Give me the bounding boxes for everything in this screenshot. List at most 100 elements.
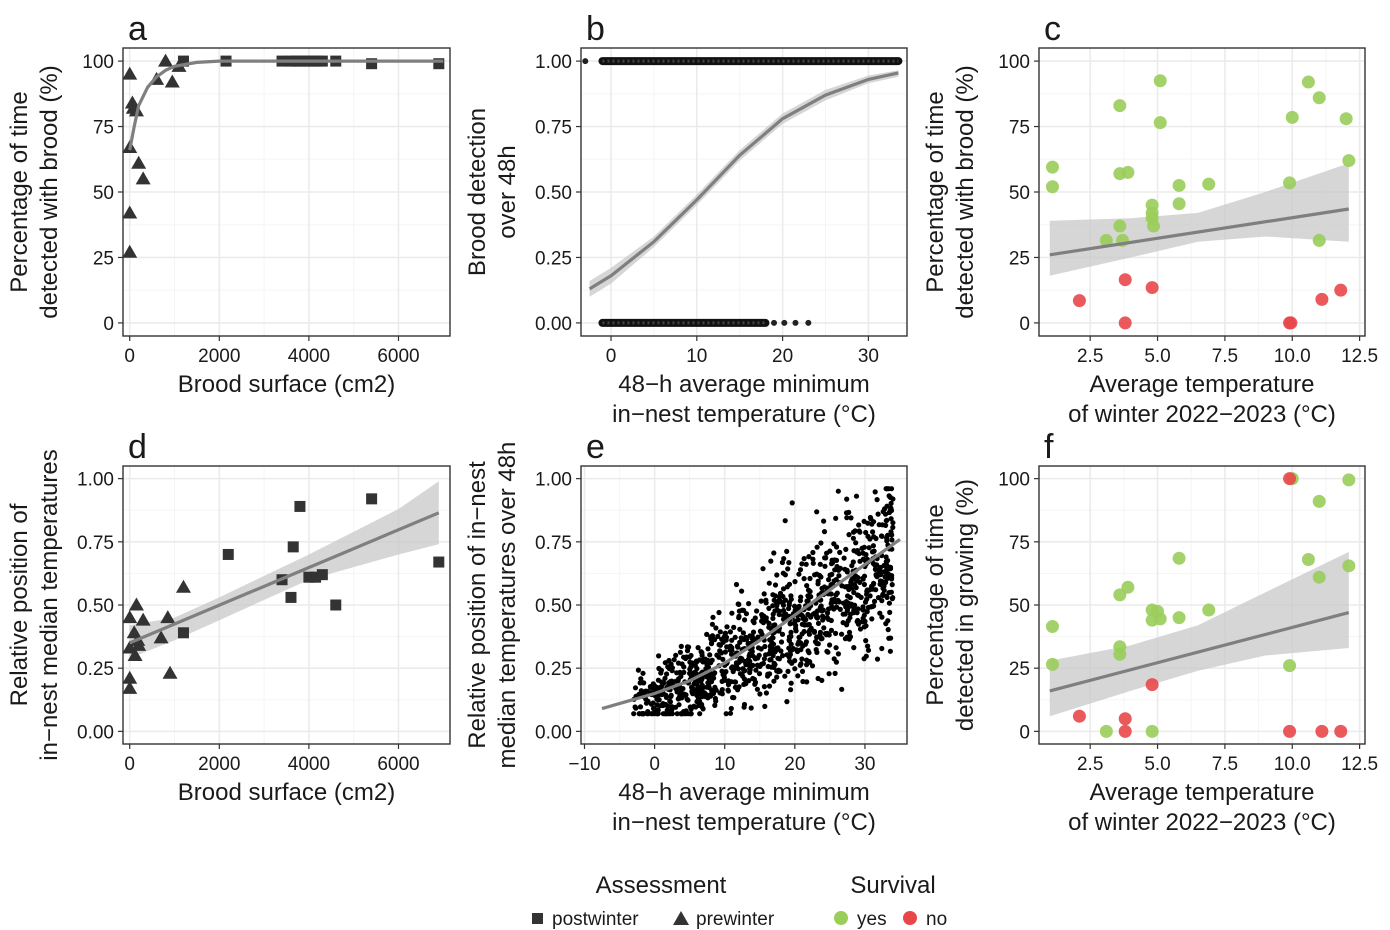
data-point [795,673,801,679]
data-point [743,662,749,668]
data-point [815,614,821,620]
data-point [822,563,828,569]
point-postwinter [177,627,189,639]
data-point [741,676,748,682]
data-point [692,662,698,669]
data-point [774,668,780,674]
data-point [862,618,868,625]
data-point [742,617,748,623]
plot-area-b [582,57,903,327]
data-point [886,590,892,596]
point-survival-yes [1342,473,1356,487]
data-point [789,660,795,666]
point-survival-yes [1113,99,1127,113]
data-point [890,520,896,526]
point-survival-yes [1172,611,1186,625]
data-point [806,554,812,560]
x-tick-label: 5.0 [1144,754,1170,775]
point-survival-yes [1145,724,1159,738]
data-point [780,586,787,592]
data-point [709,621,716,627]
data-point [645,698,651,704]
x-tick-label: 0 [124,346,135,367]
data-point [848,577,855,583]
data-point [701,656,707,662]
data-point [886,493,892,499]
fit-line [1049,611,1350,693]
plot-area-a [123,53,445,258]
legend-key-yes [834,911,848,925]
data-point [735,666,741,672]
data-point [824,610,831,616]
data-point [814,634,820,640]
x-tick-label: 30 [858,346,879,367]
data-point [761,684,768,690]
data-point [736,684,742,690]
point-postwinter [287,541,299,553]
data-point [888,486,895,492]
data-point [727,629,734,635]
data-point [832,670,838,677]
data-point [836,599,842,605]
data-point [691,703,697,709]
data-point [731,624,737,631]
data-point [687,659,693,665]
data-point [674,711,680,717]
x-tick-label: 10 [686,346,707,367]
data-point [840,620,846,626]
data-point [697,711,703,717]
point-postwinter [366,58,378,70]
point-survival-no [1284,316,1298,330]
data-point [803,561,809,567]
legend-key-postwinter [532,913,543,924]
data-point [724,644,730,650]
legend-key-no [903,911,917,925]
data-point [851,589,857,596]
point-survival-yes [1312,570,1326,584]
data-point [756,671,763,677]
point-prewinter [160,610,176,624]
data-point [881,587,887,593]
legend-key-prewinter [673,911,689,925]
data-point [847,595,853,601]
data-point [880,509,886,515]
data-point [846,509,852,515]
y-tick-label: 75 [93,118,114,139]
data-point [864,609,870,615]
data-point [871,534,877,540]
data-point [814,509,820,515]
point-postwinter [222,548,234,560]
x-tick-label: 4000 [288,754,330,775]
data-point [814,608,821,614]
data-point [645,709,651,715]
y-tick-label: 100 [998,470,1030,491]
data-point [687,666,693,672]
data-point [788,687,794,693]
data-point [797,662,803,668]
data-point [824,614,830,621]
data-point [705,646,711,652]
data-point [728,705,734,712]
x-tick-label: 0 [124,754,135,775]
data-point [732,634,738,640]
data-point [857,626,864,632]
fit-ribbon [1049,551,1349,717]
point-postwinter [310,571,322,583]
data-point [877,610,883,616]
data-point [691,669,698,676]
point-survival-yes [1153,74,1167,88]
panel-e: −10 0 10 20 30 0.00 0.25 0.50 0.75 1.00 e 48−h aver… [464,428,908,836]
data-point [667,699,674,705]
data-point [801,576,807,582]
data-point [756,652,762,658]
data-point [890,496,896,502]
data-point [799,621,805,627]
data-point [829,561,835,567]
data-point [812,572,818,578]
data-point [749,636,755,642]
data-point [745,656,752,662]
data-point [664,671,670,677]
fit-line [128,59,444,151]
legend-label-yes: yes [857,909,887,930]
data-point [871,598,878,605]
